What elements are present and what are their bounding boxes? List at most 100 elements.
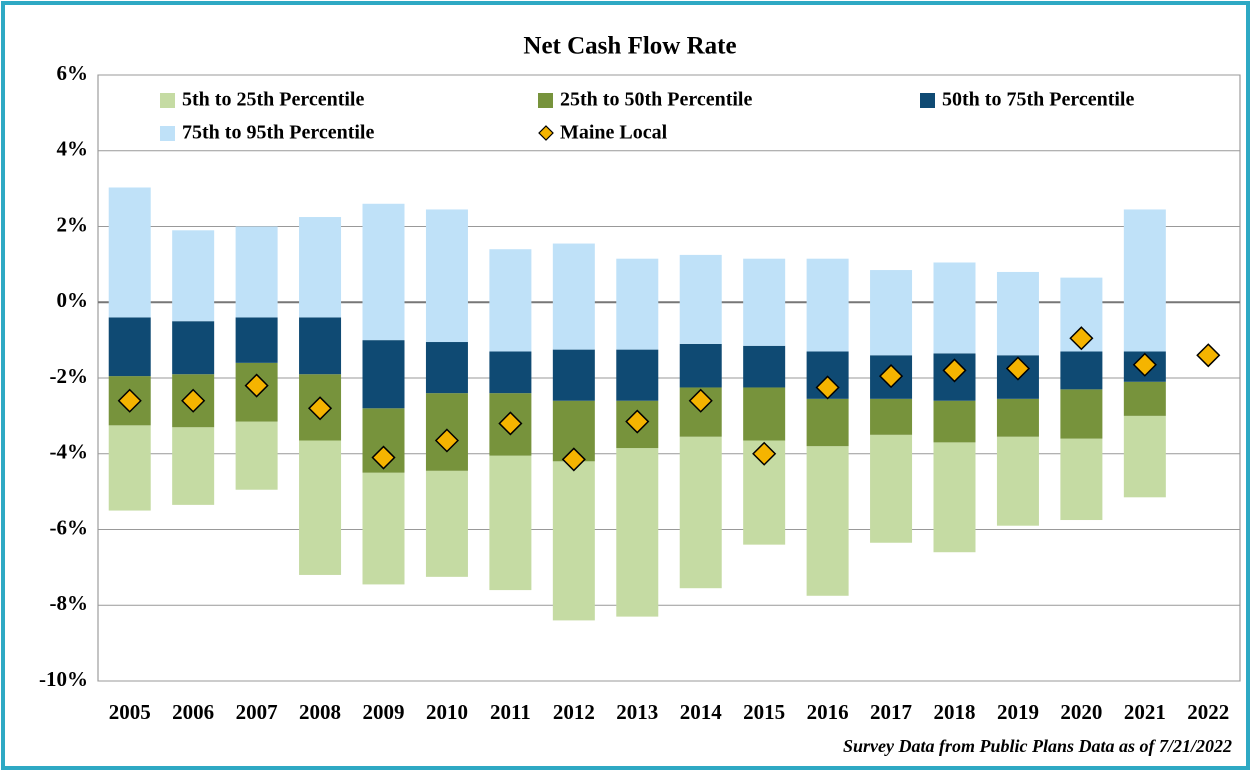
- bar-segment: [743, 258, 786, 346]
- x-tick-label: 2022: [1187, 700, 1229, 724]
- marker: [307, 396, 333, 421]
- marker: [1069, 326, 1094, 351]
- bar-segment: [425, 209, 468, 343]
- marker: [688, 388, 713, 413]
- bar-segment: [996, 398, 1039, 437]
- y-tick-label: -10%: [39, 667, 88, 691]
- bar-segment: [743, 387, 786, 441]
- bar-segment: [172, 230, 215, 322]
- legend-swatch: [538, 93, 553, 108]
- bar-segment: [489, 249, 532, 352]
- bar-segment: [1123, 209, 1166, 352]
- x-tick-label: 2010: [426, 700, 468, 724]
- y-tick-label: -6%: [50, 515, 89, 539]
- legend-marker: [538, 125, 554, 141]
- bar-segment: [1060, 351, 1103, 390]
- bar-segment: [362, 203, 405, 341]
- x-tick-label: 2012: [553, 700, 595, 724]
- bar-segment: [235, 317, 278, 363]
- legend-label: 75th to 95th Percentile: [182, 122, 374, 144]
- note: Survey Data from Public Plans Data as of…: [843, 736, 1232, 756]
- bar-segment: [1060, 389, 1103, 439]
- bar-segment: [870, 434, 913, 543]
- y-tick-label: 2%: [57, 212, 89, 236]
- marker: [181, 388, 206, 413]
- x-tick-label: 2014: [680, 700, 723, 724]
- bar-segment: [806, 258, 849, 352]
- chart-title: Net Cash Flow Rate: [523, 33, 736, 60]
- bar-segment: [679, 436, 722, 589]
- bar-segment: [108, 317, 151, 377]
- bar-segment: [870, 270, 913, 356]
- bar-segment: [489, 351, 532, 394]
- x-tick-label: 2016: [807, 700, 849, 724]
- bar-segment: [679, 343, 722, 388]
- bar-segment: [1123, 415, 1166, 498]
- x-tick-label: 2021: [1124, 700, 1166, 724]
- x-tick-label: 2019: [997, 700, 1039, 724]
- bar-segment: [235, 421, 278, 490]
- bar-segment: [108, 187, 151, 318]
- marker: [1005, 356, 1031, 381]
- x-tick-label: 2013: [616, 700, 658, 724]
- y-tick-label: -8%: [50, 591, 89, 615]
- bar-segment: [552, 349, 595, 401]
- marker: [371, 445, 396, 470]
- bar-segment: [489, 455, 532, 591]
- bar-segment: [679, 254, 722, 344]
- bar-segment: [299, 440, 342, 575]
- bar-segment: [933, 400, 976, 443]
- marker: [625, 409, 650, 434]
- legend-label: 25th to 50th Percentile: [560, 89, 752, 111]
- legend-label: Maine Local: [560, 122, 668, 144]
- marker: [244, 373, 269, 398]
- x-tick-label: 2011: [490, 700, 531, 724]
- marker: [878, 364, 904, 389]
- x-tick-label: 2006: [172, 700, 214, 724]
- bar-segment: [552, 243, 595, 350]
- marker: [561, 447, 586, 472]
- marker: [1132, 352, 1157, 377]
- legend-label: 50th to 75th Percentile: [942, 89, 1134, 111]
- bar-segment: [425, 342, 468, 394]
- bar-segment: [806, 398, 849, 447]
- x-tick-label: 2005: [109, 700, 151, 724]
- bar-segment: [933, 262, 976, 354]
- marker: [752, 441, 777, 466]
- bar-segment: [996, 436, 1039, 526]
- x-tick-label: 2017: [870, 700, 912, 724]
- legend-label: 5th to 25th Percentile: [182, 89, 364, 111]
- bar-segment: [108, 425, 151, 511]
- bar-segment: [933, 442, 976, 553]
- bar-segment: [870, 398, 913, 435]
- bar-segment: [996, 271, 1039, 356]
- bar-segment: [743, 345, 786, 388]
- marker: [942, 358, 967, 383]
- bar-segment: [425, 470, 468, 577]
- x-tick-label: 2018: [934, 700, 976, 724]
- marker: [1196, 343, 1221, 368]
- legend-swatch: [160, 93, 175, 108]
- bar-segment: [806, 446, 849, 596]
- bar-segment: [616, 448, 659, 617]
- x-tick-label: 2009: [363, 700, 405, 724]
- bar-segment: [1060, 438, 1103, 521]
- bar-segment: [172, 321, 215, 375]
- bar-segment: [616, 258, 659, 350]
- x-tick-label: 2008: [299, 700, 341, 724]
- y-tick-label: 6%: [57, 61, 89, 85]
- bar-segment: [616, 349, 659, 401]
- marker: [815, 375, 840, 400]
- bar-segment: [362, 340, 405, 409]
- x-tick-label: 2020: [1060, 700, 1102, 724]
- x-tick-label: 2015: [743, 700, 785, 724]
- y-tick-label: 0%: [57, 288, 89, 312]
- marker: [434, 428, 460, 453]
- bar-segment: [1123, 381, 1166, 416]
- bar-segment: [362, 472, 405, 585]
- marker: [498, 411, 523, 436]
- y-tick-label: 4%: [57, 137, 89, 161]
- legend-swatch: [920, 93, 935, 108]
- bar-segment: [299, 217, 342, 318]
- marker: [117, 388, 142, 413]
